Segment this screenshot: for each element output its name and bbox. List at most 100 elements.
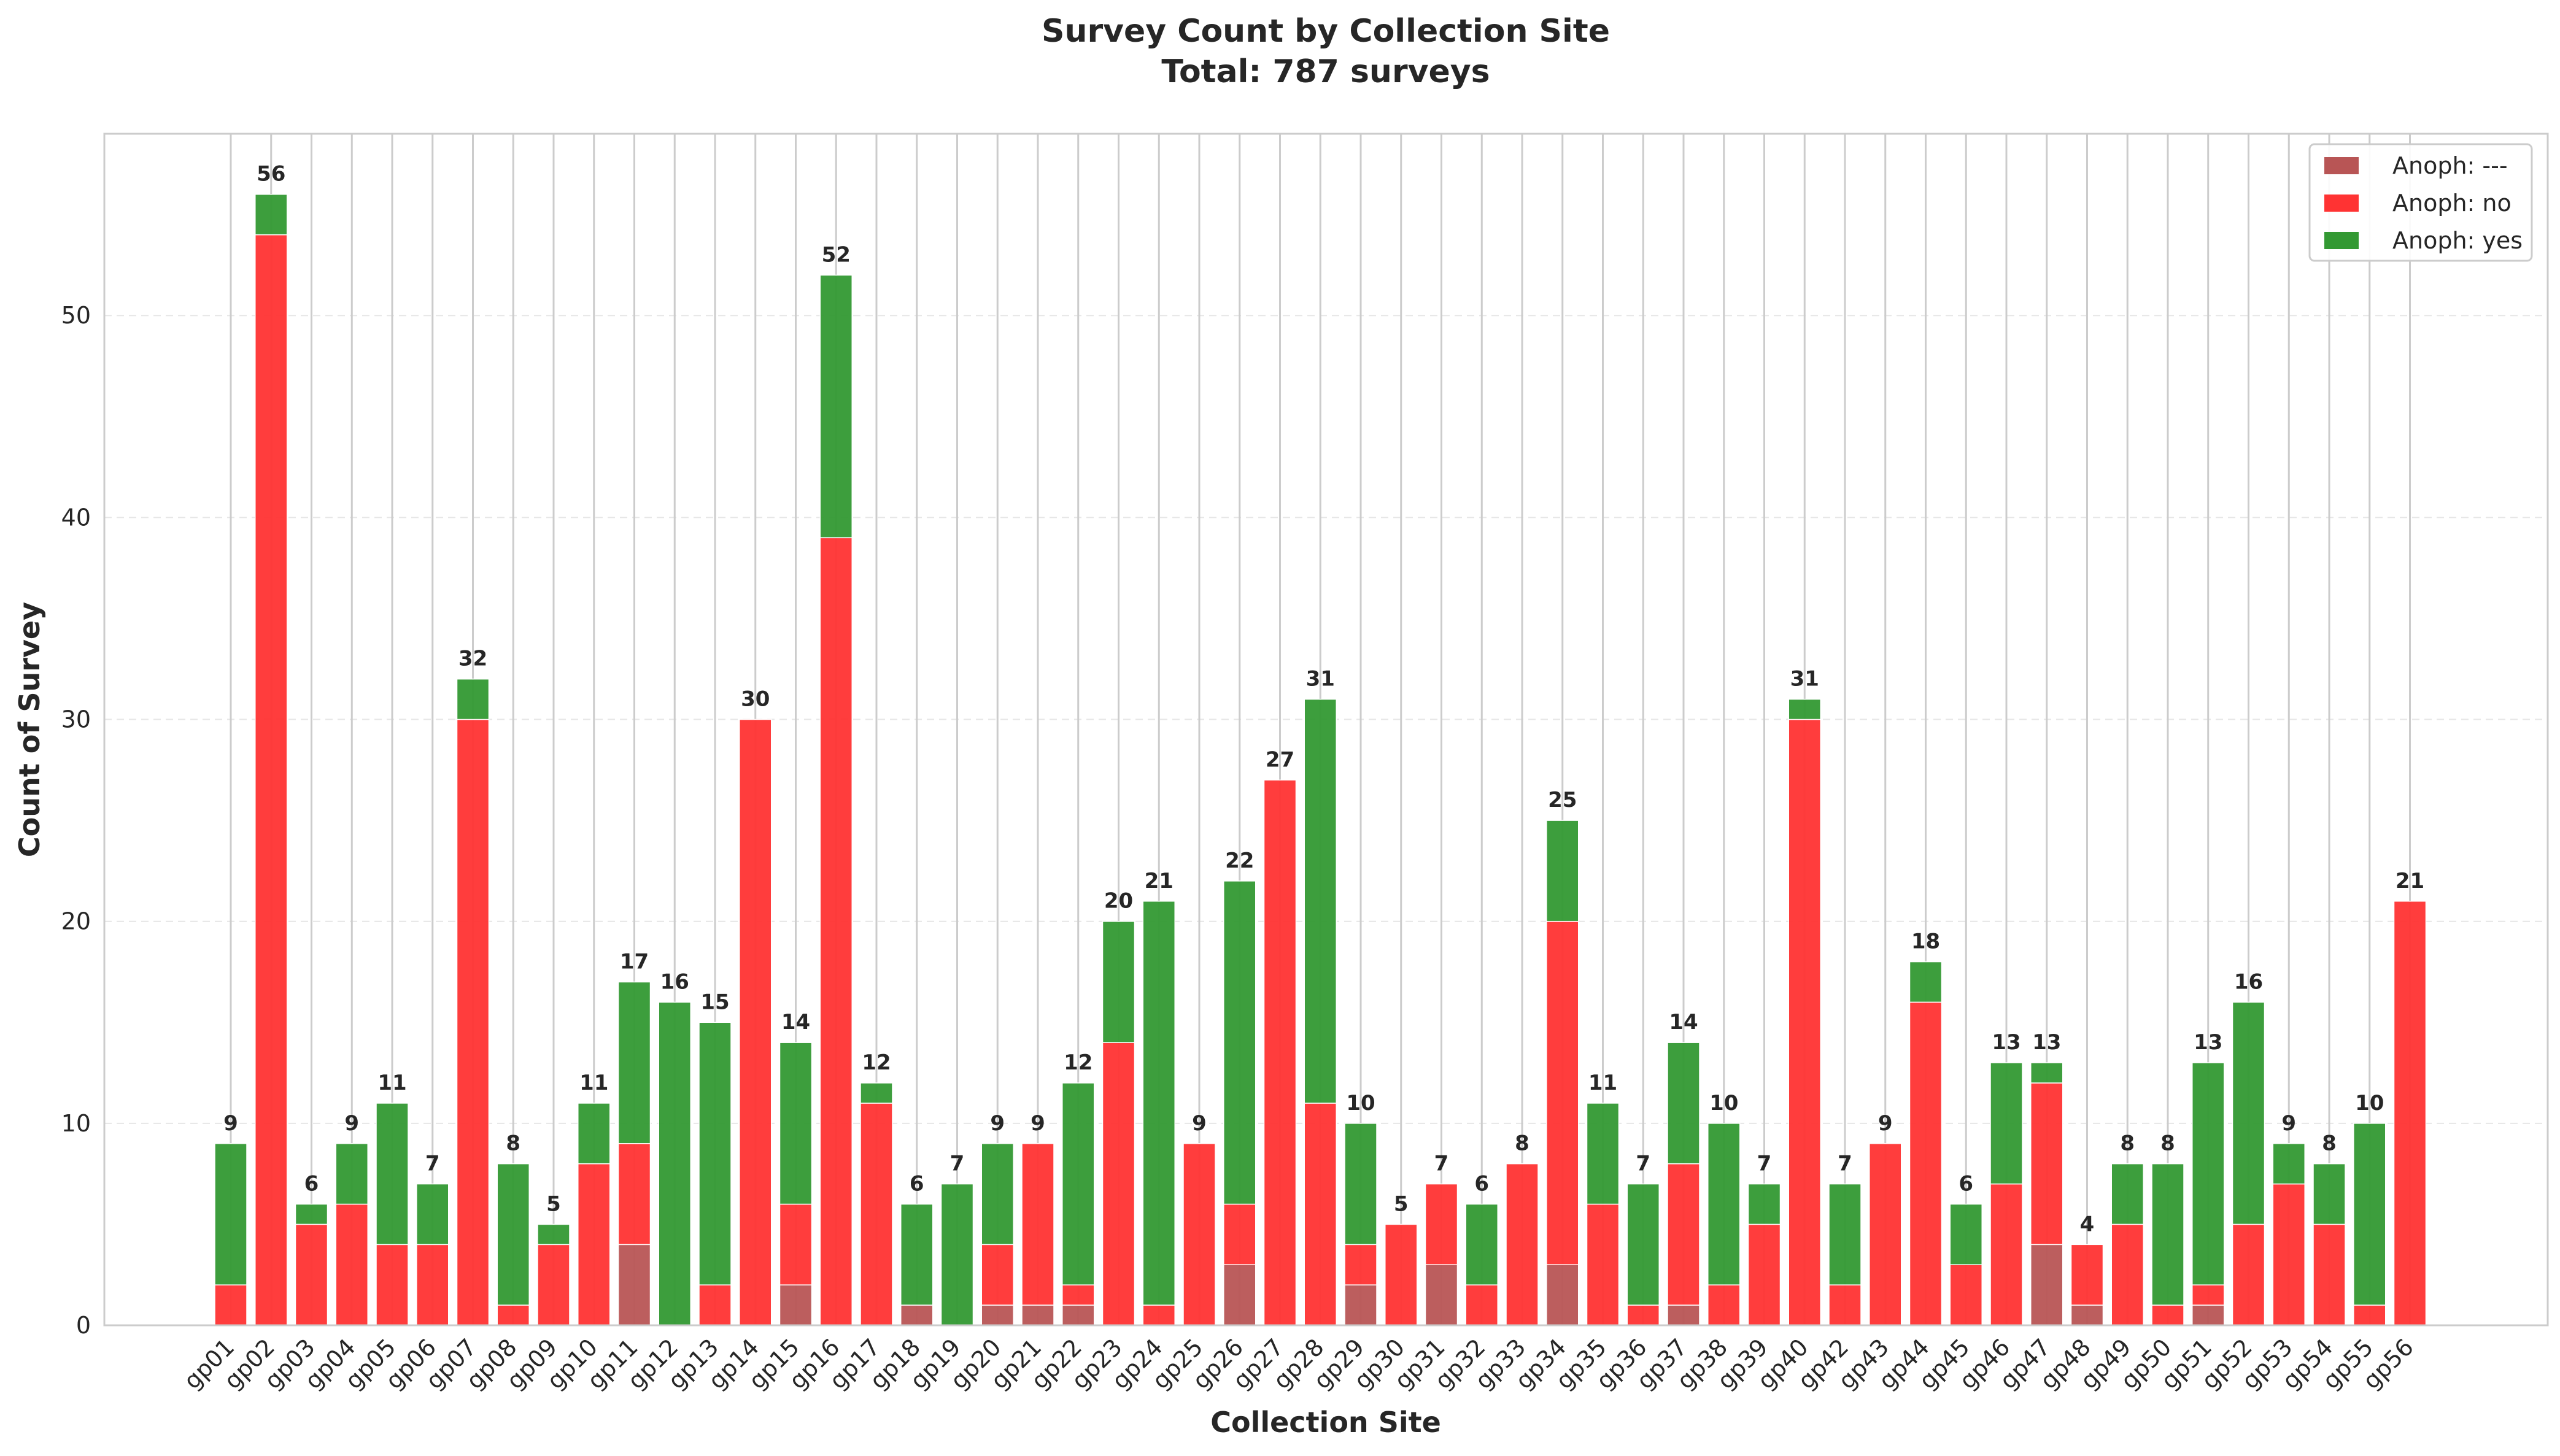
bar-segment-anoph-gp34 — [1546, 1264, 1579, 1326]
total-label-gp12: 16 — [660, 969, 689, 994]
total-label-gp55: 10 — [2355, 1091, 2384, 1115]
bar-segment-anoph-no-gp14 — [739, 718, 772, 1326]
total-label-gp24: 21 — [1145, 869, 1174, 893]
bar-segment-anoph-no-gp47 — [2030, 1082, 2063, 1246]
bar-segment-anoph-yes-gp02 — [255, 193, 288, 236]
bar-segment-anoph-no-gp20 — [981, 1244, 1014, 1306]
bar-segment-anoph-yes-gp16 — [819, 274, 853, 539]
bar-segment-anoph-no-gp48 — [2070, 1244, 2104, 1306]
total-label-gp38: 10 — [1709, 1091, 1738, 1115]
total-label-gp32: 6 — [1474, 1172, 1489, 1196]
bar-segment-anoph-yes-gp22 — [1062, 1082, 1095, 1285]
bar-segment-anoph-no-gp25 — [1183, 1143, 1216, 1326]
bar-segment-anoph-yes-gp44 — [1909, 961, 1943, 1003]
y-tick-label: 10 — [61, 1110, 91, 1137]
bar-segment-anoph-yes-gp35 — [1586, 1103, 1620, 1205]
x-axis-label: Collection Site — [1210, 1406, 1441, 1439]
bar-segment-anoph-no-gp46 — [1990, 1183, 2023, 1326]
legend-label-anoph-no: Anoph: no — [2392, 190, 2512, 217]
bar-segment-anoph-no-gp49 — [2111, 1223, 2144, 1326]
bar-segment-anoph-yes-gp19 — [940, 1183, 974, 1326]
legend: Anoph: --- Anoph: no Anoph: yes — [2308, 143, 2533, 262]
y-tick-label: 20 — [61, 908, 91, 935]
bar-segment-anoph-yes-gp46 — [1990, 1062, 2023, 1185]
total-label-gp08: 8 — [506, 1131, 520, 1156]
bar-segment-anoph-yes-gp49 — [2111, 1163, 2144, 1225]
total-label-gp36: 7 — [1636, 1152, 1650, 1176]
bar-segment-anoph-gp48 — [2070, 1304, 2104, 1326]
bar-segment-anoph-yes-gp26 — [1223, 880, 1256, 1205]
bar-segment-anoph-gp20 — [981, 1304, 1014, 1326]
y-tick-label: 0 — [76, 1312, 91, 1339]
total-label-gp13: 15 — [700, 990, 729, 1014]
y-axis-label: Count of Survey — [13, 602, 46, 857]
bar-segment-anoph-no-gp02 — [255, 234, 288, 1326]
bar-segment-anoph-no-gp56 — [2393, 901, 2427, 1326]
bar-segment-anoph-no-gp06 — [416, 1244, 449, 1326]
total-label-gp18: 6 — [910, 1172, 924, 1196]
bar-segment-anoph-gp22 — [1062, 1304, 1095, 1326]
total-label-gp15: 14 — [781, 1010, 810, 1034]
bar-segment-anoph-yes-gp55 — [2353, 1123, 2386, 1306]
y-tick-label: 40 — [61, 504, 91, 531]
bar-segment-anoph-no-gp43 — [1869, 1143, 1902, 1326]
bar-segment-anoph-no-gp33 — [1506, 1163, 1539, 1326]
legend-swatch-anoph-dashes — [2324, 157, 2359, 174]
bar-segment-anoph-gp31 — [1425, 1264, 1458, 1326]
y-tick-label: 30 — [61, 706, 91, 733]
bar-segment-anoph-no-gp51 — [2192, 1284, 2225, 1306]
bar-segment-anoph-gp51 — [2192, 1304, 2225, 1326]
bar-segment-anoph-yes-gp20 — [981, 1143, 1014, 1246]
total-label-gp52: 16 — [2234, 969, 2263, 994]
y-tick-labels: 0 10 20 30 40 50 — [61, 302, 91, 1339]
legend-label-anoph-yes: Anoph: yes — [2392, 227, 2523, 254]
bar-segment-anoph-gp47 — [2030, 1244, 2063, 1326]
bar-segment-anoph-yes-gp07 — [456, 678, 490, 720]
legend-label-anoph-dashes: Anoph: --- — [2392, 152, 2508, 179]
bar-segment-anoph-gp26 — [1223, 1264, 1256, 1326]
bar-segment-anoph-yes-gp28 — [1304, 698, 1337, 1104]
bar-segment-anoph-no-gp32 — [1465, 1284, 1498, 1326]
total-label-gp02: 56 — [257, 162, 285, 187]
bar-segment-anoph-yes-gp38 — [1707, 1123, 1741, 1285]
bar-segment-anoph-yes-gp53 — [2272, 1143, 2305, 1185]
bar-segment-anoph-yes-gp05 — [376, 1103, 409, 1246]
total-label-gp54: 8 — [2322, 1131, 2337, 1156]
bar-segment-anoph-yes-gp34 — [1546, 820, 1579, 922]
total-label-gp21: 9 — [1031, 1111, 1045, 1136]
total-label-gp27: 27 — [1266, 747, 1294, 772]
bar-segment-anoph-gp21 — [1021, 1304, 1054, 1326]
total-label-gp53: 9 — [2281, 1111, 2296, 1136]
bar-segment-anoph-no-gp22 — [1062, 1284, 1095, 1306]
total-label-gp47: 13 — [2032, 1030, 2061, 1055]
bar-segment-anoph-no-gp29 — [1344, 1244, 1377, 1285]
total-label-gp33: 8 — [1515, 1131, 1529, 1156]
bar-segment-anoph-yes-gp11 — [617, 981, 651, 1144]
total-label-gp09: 5 — [546, 1192, 561, 1216]
total-label-gp26: 22 — [1225, 849, 1254, 873]
bar-segment-anoph-yes-gp15 — [779, 1042, 813, 1205]
bar-segment-anoph-yes-gp03 — [295, 1203, 328, 1225]
bar-segment-anoph-no-gp34 — [1546, 920, 1579, 1266]
bar-segment-anoph-no-gp28 — [1304, 1103, 1337, 1326]
total-label-gp23: 20 — [1104, 889, 1133, 914]
bar-segment-anoph-no-gp10 — [578, 1163, 611, 1326]
bar-segment-anoph-yes-gp29 — [1344, 1123, 1377, 1246]
bar-segment-anoph-yes-gp45 — [1949, 1203, 1982, 1266]
bar-segment-anoph-no-gp37 — [1667, 1163, 1700, 1306]
total-label-gp40: 31 — [1790, 667, 1819, 691]
bar-segment-anoph-gp29 — [1344, 1284, 1377, 1326]
chart-subtitle: Total: 787 surveys — [1161, 53, 1490, 90]
total-label-gp19: 7 — [950, 1152, 965, 1176]
total-label-gp10: 11 — [579, 1071, 608, 1095]
bar-segment-anoph-no-gp36 — [1626, 1304, 1660, 1326]
bar-segment-anoph-no-gp42 — [1828, 1284, 1862, 1326]
bar-segment-anoph-no-gp07 — [456, 718, 490, 1326]
bar-segment-anoph-yes-gp37 — [1667, 1042, 1700, 1165]
bar-segment-anoph-yes-gp01 — [214, 1143, 247, 1285]
total-label-gp48: 4 — [2080, 1212, 2095, 1236]
bar-segment-anoph-yes-gp47 — [2030, 1062, 2063, 1084]
bar-segment-anoph-yes-gp24 — [1142, 901, 1175, 1306]
